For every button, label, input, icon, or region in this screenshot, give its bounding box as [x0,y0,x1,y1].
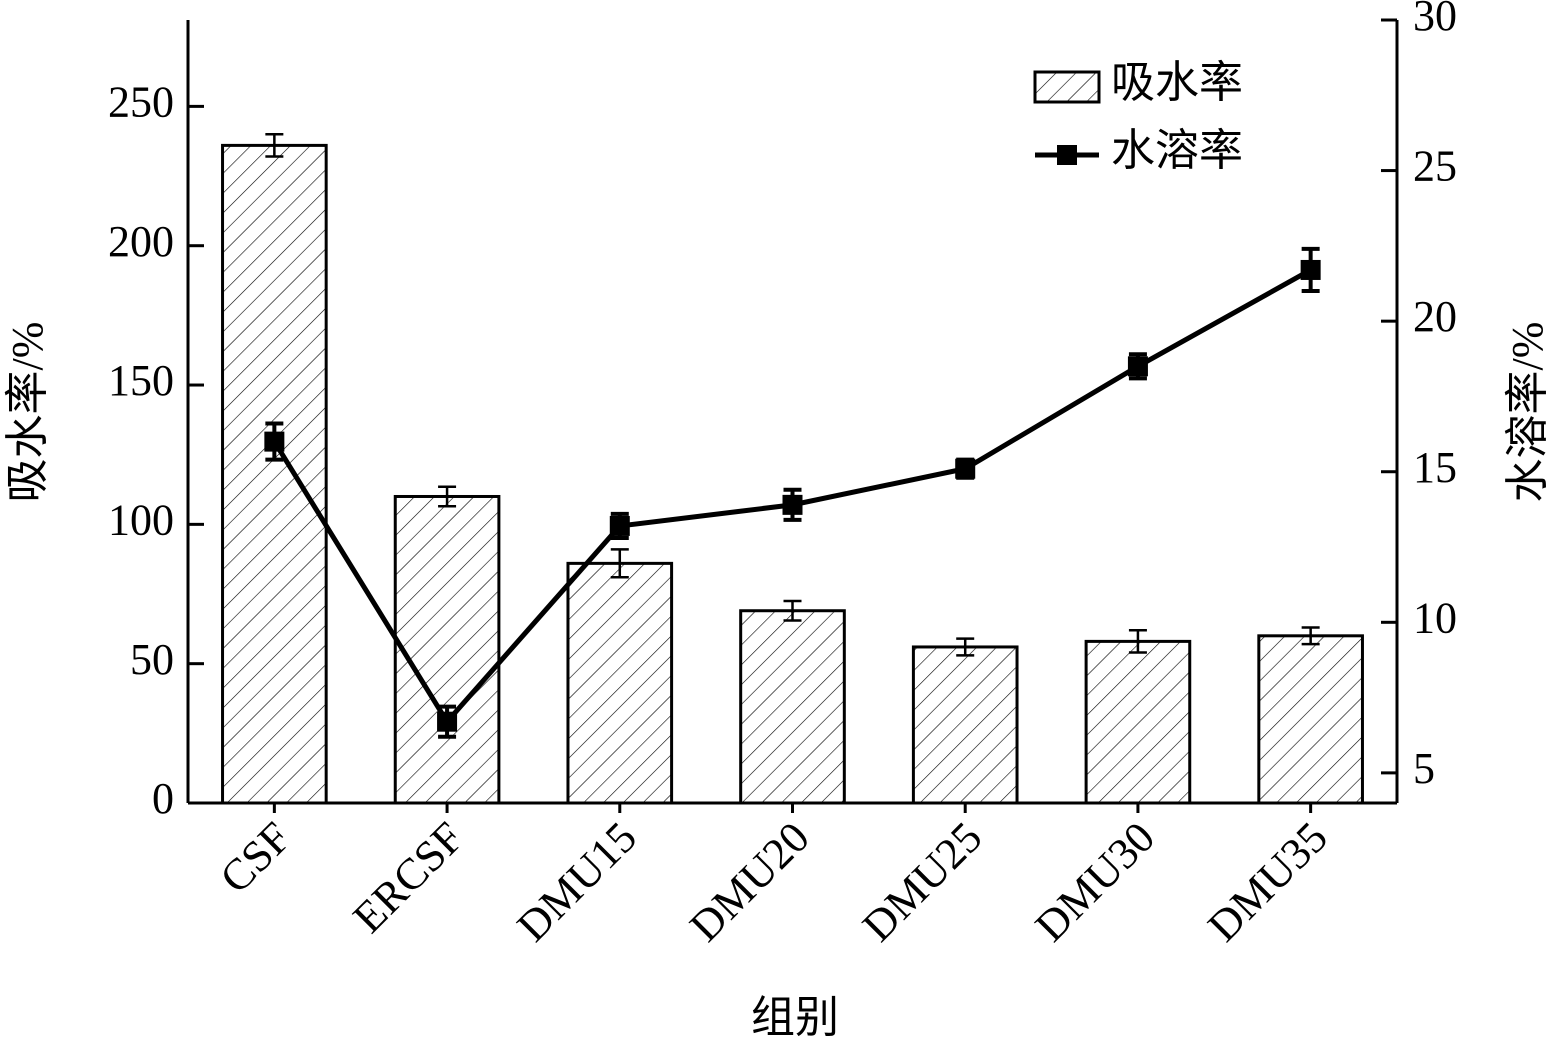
marker [782,494,803,515]
bar [1084,639,1192,805]
y-tick-label: 50 [130,635,174,684]
marker [609,515,630,536]
legend-label: 吸水率 [1111,58,1243,107]
x-tick-label: DMU15 [508,813,646,951]
bar [739,609,846,805]
y2-axis-label: 水溶率/% [1503,322,1552,503]
y-tick-label: 200 [108,217,174,266]
marker [1300,259,1321,280]
marker [437,711,458,732]
y2-tick-label: 15 [1413,443,1457,492]
marker [955,458,976,479]
bar [911,645,1019,805]
bar [1257,634,1364,805]
y-tick-label: 100 [108,495,174,544]
x-axis-label: 组别 [751,993,839,1042]
marker [1127,356,1148,377]
bar [566,561,674,805]
y2-tick-label: 30 [1413,0,1457,40]
x-tick-label: DMU35 [1198,813,1336,951]
bar [393,494,501,805]
y2-tick-label: 5 [1413,744,1435,793]
legend-label: 水溶率 [1111,126,1243,175]
x-tick-label: DMU30 [1026,813,1164,951]
x-tick-label: CSF [211,813,301,903]
legend-marker [1057,145,1077,165]
legend-swatch [1033,70,1101,104]
x-tick-label: DMU25 [853,813,991,951]
bar [221,143,328,805]
x-tick-label: ERCSF [344,813,474,943]
y2-tick-label: 20 [1413,292,1457,341]
y-tick-label: 0 [152,774,174,823]
y-axis-label: 吸水率/% [3,322,52,503]
y2-tick-label: 10 [1413,593,1457,642]
marker [264,431,285,452]
x-tick-label: DMU20 [680,813,818,951]
y-tick-label: 250 [108,77,174,126]
y-tick-label: 150 [108,356,174,405]
y2-tick-label: 25 [1413,142,1457,191]
